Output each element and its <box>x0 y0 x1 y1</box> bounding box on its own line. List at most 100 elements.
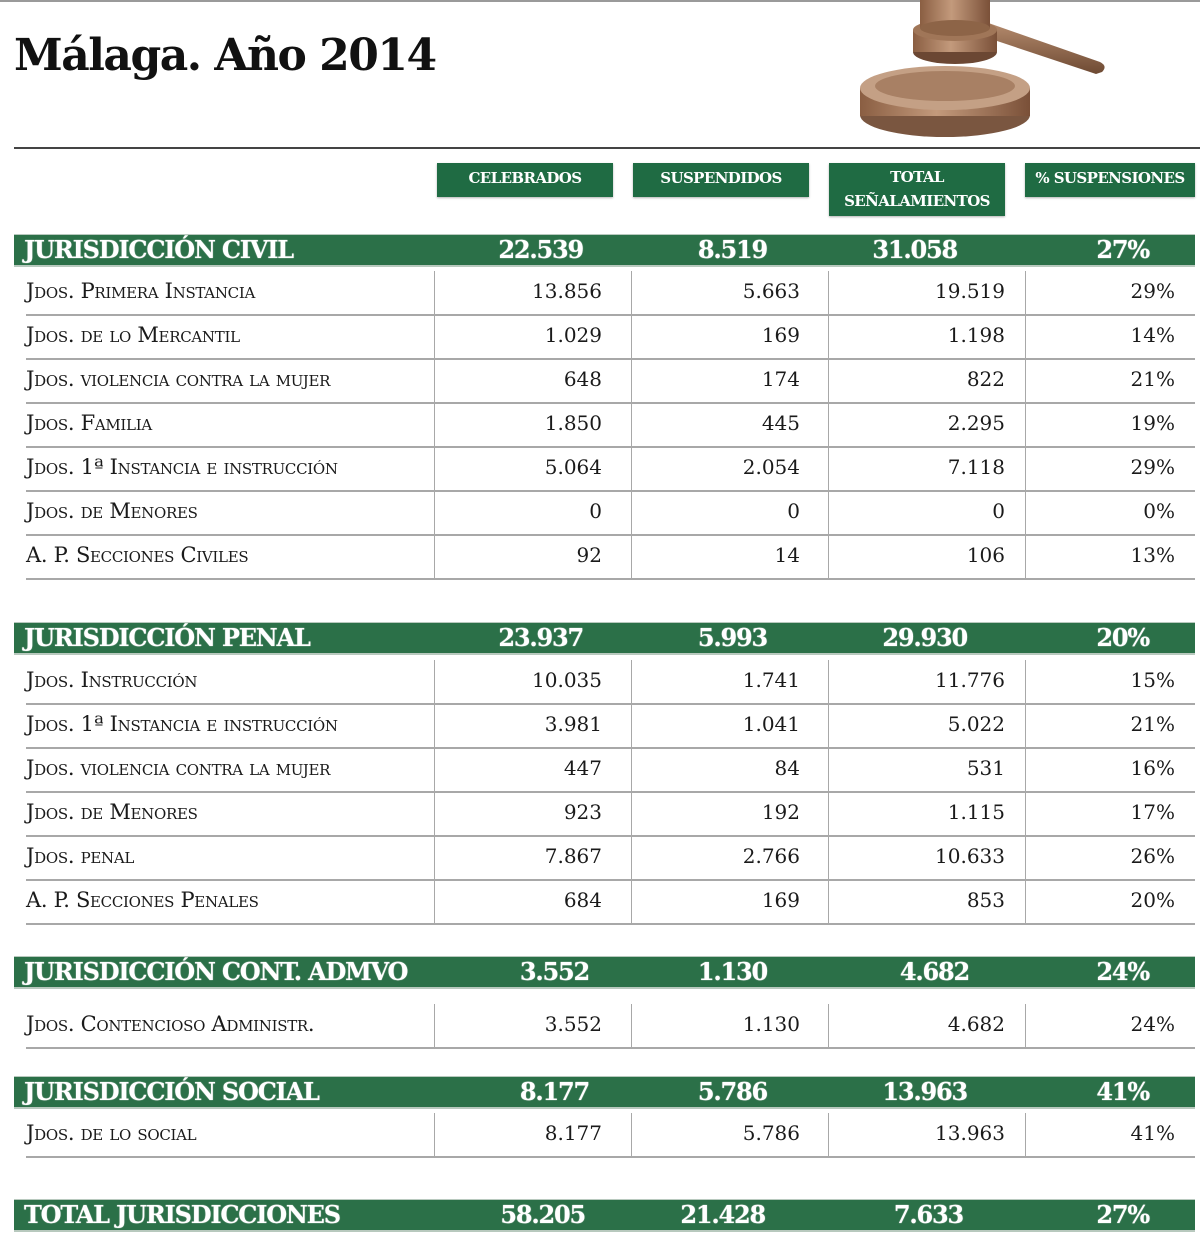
celebrados-value: 10.035 <box>532 668 602 692</box>
suspendidos-value: 169 <box>761 888 800 912</box>
suspendidos-value: 5.786 <box>742 1121 800 1145</box>
total-suspendidos: 1.130 <box>697 957 768 986</box>
porcentaje-suspensiones-value: 14% <box>1130 323 1175 347</box>
table-row: Jdos. Familia 1.850 445 2.295 19% <box>26 403 1195 448</box>
section-label: JURISDICCIÓN PENAL <box>24 623 311 652</box>
row-label: Jdos. 1ª Instancia e instrucción <box>26 455 338 479</box>
table-row: Jdos. 1ª Instancia e instrucción 3.981 1.0… <box>26 704 1195 749</box>
total-suspendidos: 5.786 <box>697 1077 768 1106</box>
suspendidos-value: 169 <box>761 323 800 347</box>
suspendidos-value: 2.766 <box>742 844 800 868</box>
row-label: A. P. Secciones Penales <box>26 888 259 912</box>
table-row: Jdos. Contencioso Administr. 3.552 1.130 4.… <box>26 1004 1195 1049</box>
total-senalamientos-value: 106 <box>966 543 1005 567</box>
row-label: Jdos. de lo social <box>26 1121 197 1145</box>
total-senalamientos-value: 853 <box>966 888 1005 912</box>
grand-total-celebrados: 58.205 <box>500 1200 586 1229</box>
total-celebrados: 8.177 <box>519 1077 590 1106</box>
celebrados-value: 3.552 <box>544 1012 602 1036</box>
section-label: JURISDICCIÓN SOCIAL <box>24 1077 320 1106</box>
column-divider <box>1025 660 1026 703</box>
total-senalamientos-value: 1.198 <box>947 323 1005 347</box>
column-divider <box>434 315 435 358</box>
total-senalamientos-value: 13.963 <box>935 1121 1005 1145</box>
column-divider <box>828 880 829 923</box>
total-senalamientos: 31.058 <box>872 235 958 264</box>
total-senalamientos-value: 10.633 <box>935 844 1005 868</box>
total-senalamientos-value: 19.519 <box>935 279 1005 303</box>
section-header-social: JURISDICCIÓN SOCIAL 8.177 5.786 13.963 4… <box>14 1076 1195 1109</box>
celebrados-value: 5.064 <box>544 455 602 479</box>
column-divider <box>1025 748 1026 791</box>
celebrados-value: 7.867 <box>544 844 602 868</box>
column-divider <box>1025 836 1026 879</box>
suspendidos-value: 445 <box>761 411 800 435</box>
column-divider <box>1025 491 1026 534</box>
total-suspendidos: 5.993 <box>697 623 768 652</box>
total-senalamientos-value: 1.115 <box>947 800 1005 824</box>
table-row: Jdos. Instrucción 10.035 1.741 11.776 15% <box>26 660 1195 705</box>
porcentaje-suspensiones-value: 29% <box>1130 279 1175 303</box>
title-divider <box>14 147 1200 149</box>
celebrados-value: 684 <box>563 888 602 912</box>
column-divider <box>631 836 632 879</box>
total-senalamientos-value: 0 <box>992 499 1005 523</box>
column-divider <box>434 1004 435 1047</box>
table-row: Jdos. Primera Instancia 13.856 5.663 19.519… <box>26 271 1195 316</box>
grand-total-suspendidos: 21.428 <box>680 1200 766 1229</box>
row-label: Jdos. violencia contra la mujer <box>26 756 331 780</box>
grand-total-row: TOTAL JURISDICCIONES 58.205 21.428 7.633… <box>14 1199 1195 1232</box>
table-row: Jdos. violencia contra la mujer 648 174 822… <box>26 359 1195 404</box>
column-divider <box>828 271 829 314</box>
column-divider <box>631 1004 632 1047</box>
section-header-penal: JURISDICCIÓN PENAL 23.937 5.993 29.930 2… <box>14 622 1195 655</box>
row-label: Jdos. de Menores <box>26 800 198 824</box>
column-header-total-senalamientos: TOTAL SEÑALAMIENTOS <box>829 163 1005 216</box>
celebrados-value: 648 <box>563 367 602 391</box>
row-label: Jdos. Familia <box>26 411 152 435</box>
suspendidos-value: 5.663 <box>742 279 800 303</box>
column-divider <box>434 748 435 791</box>
total-senalamientos: 4.682 <box>899 957 970 986</box>
table-row: Jdos. 1ª Instancia e instrucción 5.064 2.0… <box>26 447 1195 492</box>
celebrados-value: 1.029 <box>544 323 602 347</box>
column-divider <box>1025 1004 1026 1047</box>
celebrados-value: 923 <box>563 800 602 824</box>
column-divider <box>631 1113 632 1156</box>
section-label: JURISDICCIÓN CONT. ADMVO <box>24 957 408 986</box>
table-row: Jdos. de Menores 0 0 0 0% <box>26 491 1195 536</box>
column-divider <box>434 880 435 923</box>
column-divider <box>434 359 435 402</box>
column-divider <box>828 1004 829 1047</box>
grand-total-label: TOTAL JURISDICCIONES <box>24 1200 341 1229</box>
row-label: Jdos. de lo Mercantil <box>26 323 240 347</box>
total-senalamientos-value: 7.118 <box>947 455 1005 479</box>
porcentaje-suspensiones-value: 29% <box>1130 455 1175 479</box>
column-divider <box>434 271 435 314</box>
page-title: Málaga. Año 2014 <box>14 30 437 81</box>
total-suspendidos: 8.519 <box>697 235 768 264</box>
column-divider <box>828 491 829 534</box>
column-divider <box>828 447 829 490</box>
total-senalamientos: 13.963 <box>882 1077 968 1106</box>
column-divider <box>434 535 435 578</box>
row-label: A. P. Secciones Civiles <box>26 543 249 567</box>
column-divider <box>1025 535 1026 578</box>
column-header-porcentaje-suspensiones: % SUSPENSIONES <box>1025 163 1195 197</box>
suspendidos-value: 14 <box>774 543 800 567</box>
column-divider <box>828 315 829 358</box>
porcentaje-suspensiones-value: 13% <box>1130 543 1175 567</box>
suspendidos-value: 0 <box>787 499 800 523</box>
suspendidos-value: 84 <box>774 756 800 780</box>
celebrados-value: 13.856 <box>532 279 602 303</box>
celebrados-value: 447 <box>563 756 602 780</box>
table-row: Jdos. violencia contra la mujer 447 84 531 1… <box>26 748 1195 793</box>
column-divider <box>631 447 632 490</box>
column-divider <box>434 1113 435 1156</box>
column-divider <box>828 748 829 791</box>
gavel-icon <box>860 0 1105 137</box>
column-divider <box>1025 447 1026 490</box>
grand-total-senalamientos: 7.633 <box>893 1200 964 1229</box>
celebrados-value: 8.177 <box>544 1121 602 1145</box>
column-divider <box>631 748 632 791</box>
